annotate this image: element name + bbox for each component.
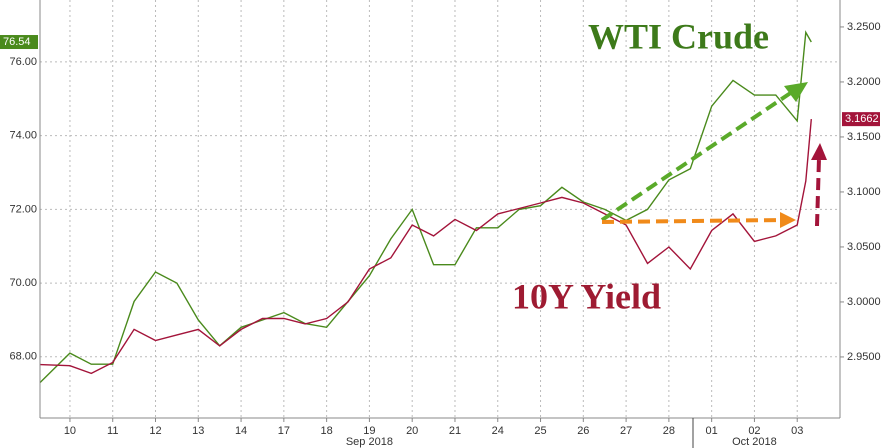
- y2-tick-label: 3.2000: [847, 76, 881, 88]
- last-value-badge: [842, 112, 880, 127]
- y-tick-label: 70.00: [9, 277, 37, 289]
- arrowhead: [780, 212, 796, 228]
- axes: 10 11 12 13 14 17 18 19 20 21 24 25 26 27 28 01 02 03 Sep …: [0, 21, 881, 448]
- y2-tick-label: 3.0500: [847, 241, 881, 253]
- arrows: [600, 82, 827, 228]
- x-tick-label: 02: [748, 425, 760, 437]
- x-tick-label: 17: [278, 425, 290, 437]
- arrowhead: [811, 143, 827, 160]
- arrow: [601, 218, 783, 224]
- arrow: [815, 157, 821, 227]
- x-tick-label: 28: [663, 425, 675, 437]
- x-tick-label: 24: [492, 425, 504, 437]
- y2-tick-label: 3.0000: [847, 296, 881, 308]
- y-tick-label: 76.00: [9, 56, 37, 68]
- x-tick-label: 26: [577, 425, 589, 437]
- x-group-label: Sep 2018: [346, 436, 393, 448]
- x-tick-label: 19: [363, 425, 375, 437]
- plot: [39, 30, 812, 384]
- last-value-label: 76.54: [3, 36, 31, 48]
- series-line: [39, 119, 812, 375]
- arrow: [600, 88, 797, 222]
- x-tick-label: 21: [449, 425, 461, 437]
- x-tick-label: 18: [321, 425, 333, 437]
- grid: [40, 0, 840, 418]
- x-tick-label: 01: [706, 425, 718, 437]
- series-annotation: WTI Crude: [588, 16, 769, 56]
- x-tick-label: 03: [791, 425, 803, 437]
- y-tick-label: 68.00: [9, 351, 37, 363]
- x-tick-label: 27: [620, 425, 632, 437]
- last-value-badge: [0, 35, 38, 50]
- y2-tick-label: 3.1000: [847, 186, 881, 198]
- x-tick-label: 10: [64, 425, 76, 437]
- y2-tick-label: 3.1500: [847, 131, 881, 143]
- x-tick-label: 11: [107, 425, 118, 437]
- y2-tick-label: 2.9500: [847, 351, 881, 363]
- x-group-label: Oct 2018: [732, 436, 777, 448]
- x-tick-label: 14: [235, 425, 247, 437]
- arrowhead: [784, 82, 808, 102]
- series-line: [39, 30, 812, 384]
- x-tick-label: 12: [149, 425, 161, 437]
- last-value-label: 3.1662: [845, 113, 879, 125]
- x-tick-label: 25: [534, 425, 546, 437]
- y2-tick-label: 3.2500: [847, 21, 881, 33]
- y-tick-label: 74.00: [9, 130, 37, 142]
- x-tick-label: 20: [406, 425, 418, 437]
- x-tick-label: 13: [192, 425, 204, 437]
- series-annotation: 10Y Yield: [512, 276, 661, 316]
- y-tick-label: 72.00: [9, 203, 37, 215]
